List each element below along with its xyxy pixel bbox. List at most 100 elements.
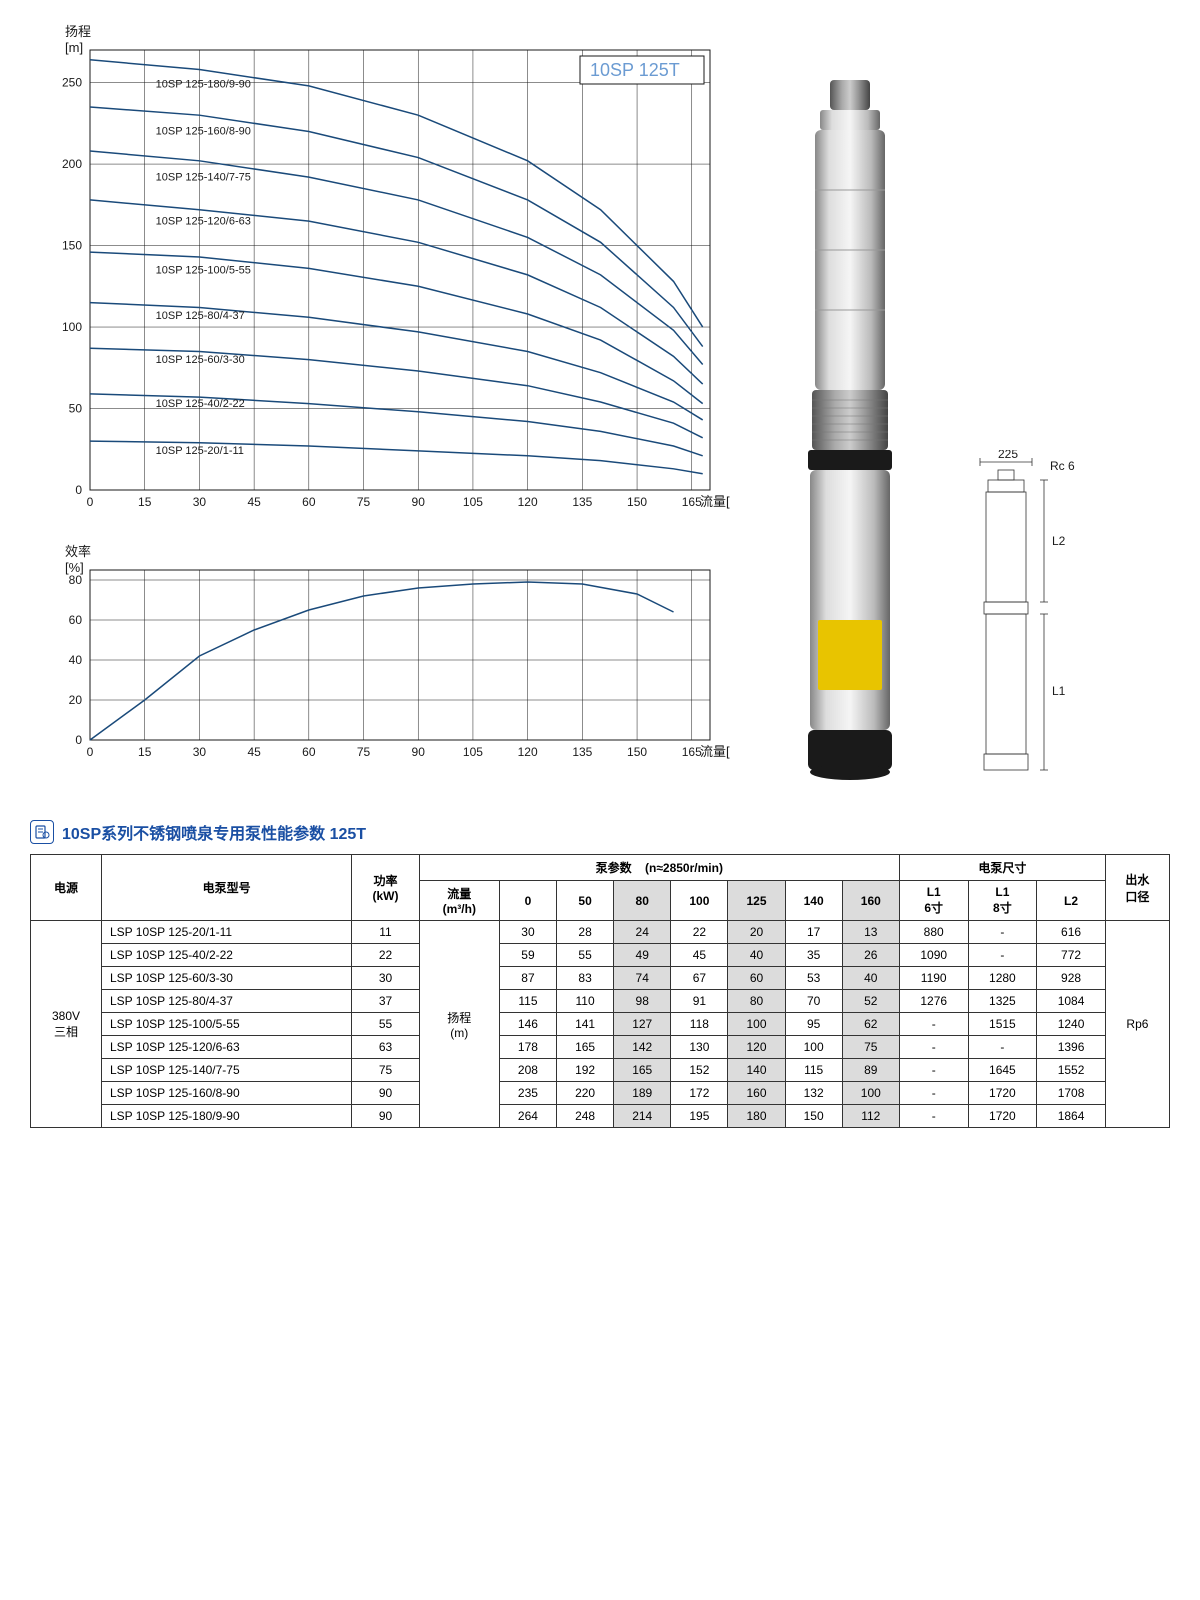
svg-text:150: 150 (62, 239, 82, 253)
cell-head: 180 (728, 1105, 785, 1128)
cell-head: 140 (728, 1059, 785, 1082)
svg-text:0: 0 (87, 745, 94, 759)
svg-text:150: 150 (627, 495, 647, 509)
th-flow: 流量(m³/h) (419, 881, 499, 921)
cell-head: 45 (671, 944, 728, 967)
svg-text:75: 75 (357, 745, 371, 759)
cell-head: 22 (671, 921, 728, 944)
svg-text:10SP 125-80/4-37: 10SP 125-80/4-37 (156, 310, 245, 322)
svg-text:10SP 125-140/7-75: 10SP 125-140/7-75 (156, 171, 251, 183)
cell-head: 59 (499, 944, 556, 967)
svg-text:105: 105 (463, 495, 483, 509)
cell-l1-6: 880 (899, 921, 968, 944)
cell-head: 142 (614, 1036, 671, 1059)
cell-l2: 1396 (1037, 1036, 1106, 1059)
cell-head: 60 (728, 967, 785, 990)
dim-l1-label: L1 (1052, 684, 1066, 698)
cell-model: LSP 10SP 125-160/8-90 (101, 1082, 351, 1105)
cell-l2: 772 (1037, 944, 1106, 967)
svg-text:15: 15 (138, 495, 152, 509)
th-flow-val: 0 (499, 881, 556, 921)
table-row: LSP 10SP 125-80/4-3737115110989180705212… (31, 990, 1170, 1013)
cell-l1-6: - (899, 1059, 968, 1082)
cell-l1-8: 1720 (968, 1105, 1037, 1128)
svg-text:效率: 效率 (65, 544, 91, 559)
th-power-supply: 电源 (31, 855, 102, 921)
cell-model: LSP 10SP 125-140/7-75 (101, 1059, 351, 1082)
cell-l1-8: - (968, 921, 1037, 944)
svg-text:90: 90 (412, 495, 426, 509)
head-chart: 0153045607590105120135150165050100150200… (30, 20, 730, 530)
th-pump-params: 泵参数 (n≈2850r/min) (419, 855, 899, 881)
cell-l1-6: - (899, 1013, 968, 1036)
cell-head: 55 (557, 944, 614, 967)
spec-table: 电源电泵型号功率(kW)泵参数 (n≈2850r/min)电泵尺寸出水口径流量(… (30, 854, 1170, 1128)
table-row: 380V三相LSP 10SP 125-20/1-1111扬程(m)3028242… (31, 921, 1170, 944)
cell-head: 95 (785, 1013, 842, 1036)
svg-text:10SP 125-180/9-90: 10SP 125-180/9-90 (156, 78, 251, 90)
cell-l1-8: - (968, 944, 1037, 967)
cell-kw: 11 (352, 921, 419, 944)
svg-text:75: 75 (357, 495, 371, 509)
cell-head: 17 (785, 921, 842, 944)
cell-head: 112 (842, 1105, 899, 1128)
th-model: 电泵型号 (101, 855, 351, 921)
svg-text:105: 105 (463, 745, 483, 759)
svg-text:45: 45 (247, 495, 261, 509)
section-title: 10SP系列不锈钢喷泉专用泵性能参数 125T (30, 820, 1170, 844)
svg-text:30: 30 (193, 495, 207, 509)
svg-text:150: 150 (627, 745, 647, 759)
cell-outlet: Rp6 (1105, 921, 1169, 1128)
cell-head: 192 (557, 1059, 614, 1082)
cell-head-label: 扬程(m) (419, 921, 499, 1128)
dim-port-label: Rc 6 (1050, 459, 1075, 473)
svg-text:250: 250 (62, 76, 82, 90)
cell-head: 28 (557, 921, 614, 944)
cell-head: 40 (728, 944, 785, 967)
pump-photo-column (750, 20, 950, 780)
table-row: LSP 10SP 125-180/9-909026424821419518015… (31, 1105, 1170, 1128)
svg-text:扬程: 扬程 (65, 24, 91, 39)
cell-head: 20 (728, 921, 785, 944)
cell-head: 83 (557, 967, 614, 990)
cell-head: 75 (842, 1036, 899, 1059)
table-row: LSP 10SP 125-40/2-2222595549454035261090… (31, 944, 1170, 967)
efficiency-chart: 0153045607590105120135150165020406080效率[… (30, 540, 730, 780)
cell-l1-8: 1325 (968, 990, 1037, 1013)
cell-l1-6: - (899, 1036, 968, 1059)
th-l2: L2 (1037, 881, 1106, 921)
cell-head: 53 (785, 967, 842, 990)
cell-l2: 1084 (1037, 990, 1106, 1013)
svg-text:[%]: [%] (65, 560, 84, 575)
svg-text:[m]: [m] (65, 40, 83, 55)
svg-text:200: 200 (62, 157, 82, 171)
svg-text:10SP 125-100/5-55: 10SP 125-100/5-55 (156, 264, 251, 276)
cell-power-supply: 380V三相 (31, 921, 102, 1128)
cell-l1-6: 1190 (899, 967, 968, 990)
cell-kw: 90 (352, 1105, 419, 1128)
table-row: LSP 10SP 125-160/8-909023522018917216013… (31, 1082, 1170, 1105)
cell-head: 87 (499, 967, 556, 990)
cell-l1-8: 1645 (968, 1059, 1037, 1082)
th-flow-val: 160 (842, 881, 899, 921)
cell-head: 13 (842, 921, 899, 944)
svg-text:120: 120 (518, 745, 538, 759)
svg-text:40: 40 (69, 653, 83, 667)
th-flow-val: 125 (728, 881, 785, 921)
cell-l2: 1864 (1037, 1105, 1106, 1128)
th-power-kw: 功率(kW) (352, 855, 419, 921)
cell-model: LSP 10SP 125-60/3-30 (101, 967, 351, 990)
pump-illustration (760, 80, 940, 780)
svg-text:流量[m³/h]: 流量[m³/h] (700, 494, 730, 509)
cell-head: 189 (614, 1082, 671, 1105)
svg-text:10SP 125-160/8-90: 10SP 125-160/8-90 (156, 126, 251, 138)
svg-text:10SP 125-20/1-11: 10SP 125-20/1-11 (156, 445, 244, 457)
cell-l1-8: 1280 (968, 967, 1037, 990)
cell-l2: 1240 (1037, 1013, 1106, 1036)
cell-kw: 22 (352, 944, 419, 967)
cell-head: 70 (785, 990, 842, 1013)
svg-text:10SP 125-40/2-22: 10SP 125-40/2-22 (156, 398, 245, 410)
svg-text:60: 60 (69, 613, 83, 627)
cell-head: 152 (671, 1059, 728, 1082)
svg-text:0: 0 (75, 483, 82, 497)
